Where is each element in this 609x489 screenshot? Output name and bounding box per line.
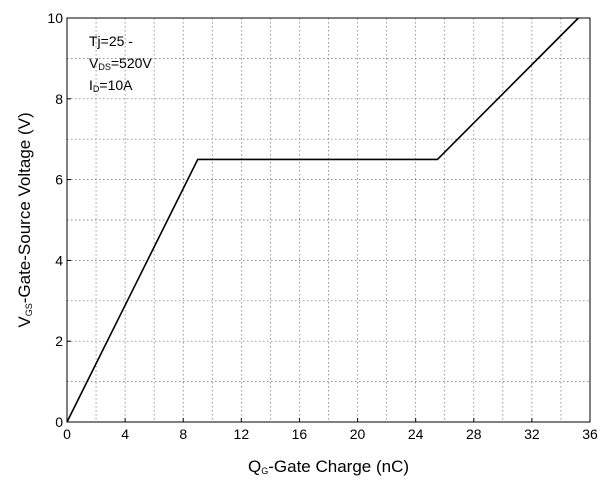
annotation-text: Tj=25 - bbox=[89, 33, 133, 49]
series-layer bbox=[66, 17, 579, 423]
x-tick-label: 16 bbox=[292, 426, 308, 442]
y-tick-label: 2 bbox=[55, 333, 63, 349]
x-tick-label: 20 bbox=[350, 426, 366, 442]
x-tick-label: 12 bbox=[234, 426, 250, 442]
annotation-text: ID=10A bbox=[89, 77, 133, 94]
grid-layer bbox=[67, 18, 590, 422]
y-tick-label: 8 bbox=[55, 91, 63, 107]
y-axis-label: VGS-Gate-Source Voltage (V) bbox=[15, 112, 34, 327]
x-tick-label: 0 bbox=[63, 426, 71, 442]
annotation-layer: Tj=25 - VDS=520V ID=10A bbox=[89, 33, 152, 94]
x-tick-label: 32 bbox=[524, 426, 540, 442]
annotation-text: VDS=520V bbox=[89, 55, 152, 72]
x-tick-label: 28 bbox=[466, 426, 482, 442]
y-tick-label: 0 bbox=[55, 414, 63, 430]
plot-frame bbox=[66, 17, 591, 423]
x-tick-label: 24 bbox=[408, 426, 424, 442]
y-tick-label: 4 bbox=[55, 252, 63, 268]
x-tick-label: 36 bbox=[582, 426, 598, 442]
y-tick-label: 6 bbox=[55, 172, 63, 188]
x-tick-label: 8 bbox=[179, 426, 187, 442]
y-tick-label: 10 bbox=[47, 10, 63, 26]
x-tick-label: 4 bbox=[121, 426, 129, 442]
x-axis-label: QG-Gate Charge (nC) bbox=[248, 457, 409, 476]
series-line bbox=[66, 17, 579, 423]
